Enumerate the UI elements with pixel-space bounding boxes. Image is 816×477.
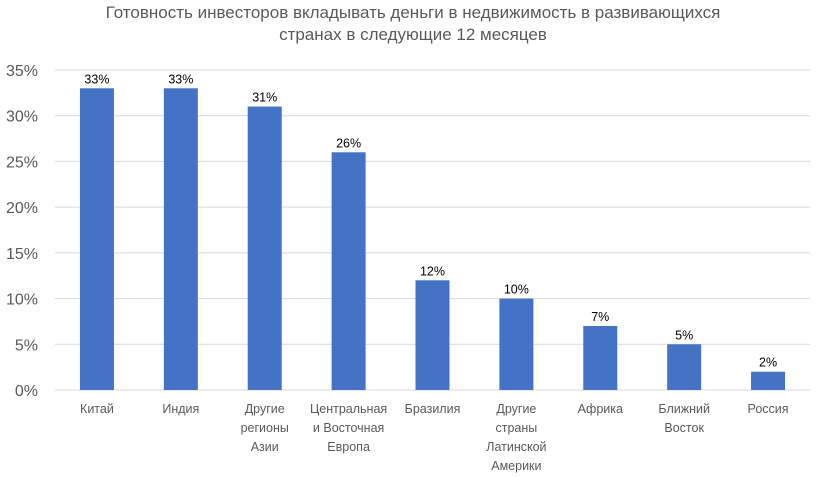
data-label: 33% bbox=[84, 72, 109, 86]
category-label: Центральная bbox=[310, 402, 387, 416]
data-label: 7% bbox=[591, 310, 609, 324]
data-label: 5% bbox=[675, 328, 693, 342]
bar bbox=[163, 88, 198, 391]
data-labels: 33% 33% 31% 26% 12% 10% 7% 5% 2% bbox=[84, 72, 777, 369]
bar bbox=[415, 280, 450, 390]
category-label: Африка bbox=[578, 402, 623, 416]
bar bbox=[79, 88, 114, 391]
x-axis-category-labels: Китай Индия Другие регионы Азии Центральная и … bbox=[80, 402, 789, 473]
data-label: 33% bbox=[168, 72, 193, 86]
bar bbox=[583, 326, 618, 390]
category-label: Китай bbox=[80, 402, 114, 416]
category-label: страны bbox=[495, 421, 537, 435]
data-label: 10% bbox=[504, 283, 529, 297]
data-label: 12% bbox=[420, 264, 445, 278]
y-axis-tick-labels: 0% 5% 10% 15% 20% 25% 30% 35% bbox=[6, 63, 38, 400]
category-label: Латинской bbox=[486, 440, 546, 454]
category-label: регионы bbox=[241, 421, 289, 435]
bar bbox=[331, 152, 366, 390]
data-label: 31% bbox=[252, 91, 277, 105]
y-tick-label: 10% bbox=[6, 292, 38, 309]
bar bbox=[499, 298, 534, 390]
category-label: Европа bbox=[327, 440, 370, 454]
category-label: Индия bbox=[162, 402, 199, 416]
bar bbox=[667, 344, 702, 390]
category-label: Восток bbox=[664, 421, 704, 435]
chart-title-line-1: Готовность инвесторов вкладывать деньги … bbox=[105, 3, 721, 22]
y-tick-label: 15% bbox=[6, 246, 38, 263]
category-label: Азии bbox=[251, 440, 279, 454]
category-label: Америки bbox=[491, 459, 541, 473]
data-label: 26% bbox=[336, 136, 361, 150]
bar bbox=[247, 106, 282, 391]
y-tick-label: 0% bbox=[15, 383, 38, 400]
category-label: Бразилия bbox=[405, 402, 461, 416]
bar bbox=[751, 371, 786, 390]
y-tick-label: 5% bbox=[15, 337, 38, 354]
y-tick-label: 25% bbox=[6, 154, 38, 171]
category-label: Другие bbox=[245, 402, 285, 416]
y-tick-label: 30% bbox=[6, 109, 38, 126]
data-label: 2% bbox=[759, 356, 777, 370]
chart-title: Готовность инвесторов вкладывать деньги … bbox=[0, 2, 816, 46]
y-tick-label: 35% bbox=[6, 63, 38, 80]
category-label: Другие bbox=[496, 402, 536, 416]
y-tick-label: 20% bbox=[6, 200, 38, 217]
bars bbox=[79, 88, 786, 391]
chart-title-line-2: странах в следующие 12 месяцев bbox=[279, 25, 547, 44]
category-label: Ближний bbox=[658, 402, 710, 416]
category-label: Россия bbox=[748, 402, 789, 416]
category-label: и Восточная bbox=[313, 421, 384, 435]
